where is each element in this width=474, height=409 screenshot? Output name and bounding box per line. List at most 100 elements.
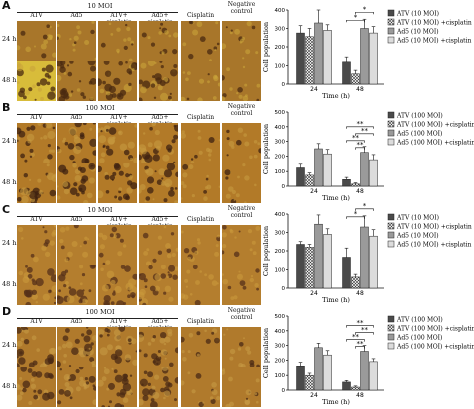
cell-blob [168, 265, 176, 272]
cell-blob [202, 401, 205, 404]
cell-blob [167, 148, 172, 153]
cell-blob [146, 176, 155, 184]
cell-blob [256, 83, 261, 88]
cell-blob [211, 389, 218, 396]
cell-field [222, 367, 261, 407]
cell-blob [75, 192, 80, 197]
cell-blob [205, 147, 211, 152]
cell-blob [111, 367, 114, 370]
legend-swatch [387, 342, 395, 350]
cell-blob [44, 239, 50, 245]
cell-blob [73, 225, 79, 229]
cell-blob [149, 126, 153, 131]
cell-blob [194, 299, 201, 305]
cell-blob [105, 260, 111, 265]
cell-blob [124, 265, 131, 272]
cell-blob [156, 145, 161, 151]
cell-blob [143, 251, 148, 256]
cell-blob [139, 399, 144, 406]
cell-blob [84, 377, 88, 381]
cell-blob [216, 42, 220, 46]
cell-blob [29, 190, 38, 200]
cell-field [98, 123, 137, 163]
cell-blob [237, 347, 242, 351]
cell-blob [197, 136, 202, 140]
cell-blob [236, 139, 242, 146]
cell-blob [106, 333, 110, 337]
cell-blob [98, 232, 104, 238]
cell-blob [49, 374, 54, 379]
y-tick-label: 100 [275, 373, 286, 379]
cell-blob [233, 251, 240, 258]
cell-blob [114, 403, 123, 407]
cell-blob [160, 265, 166, 270]
cell-blob [43, 158, 50, 163]
cell-field [181, 367, 220, 407]
cell-blob [116, 27, 121, 32]
cell-blob [163, 390, 171, 397]
cell-blob [256, 98, 260, 101]
cell-blob [226, 137, 230, 141]
cell-field [17, 327, 56, 367]
bar [323, 354, 332, 391]
microscopy-image [57, 327, 96, 367]
cell-blob [57, 361, 61, 367]
cell-blob [79, 380, 86, 387]
cell-blob [143, 353, 148, 358]
microscopy-image [181, 21, 220, 61]
cell-blob [17, 394, 23, 401]
cell-field [181, 225, 220, 265]
cell-blob [197, 97, 203, 101]
bar [351, 386, 360, 391]
cell-blob [30, 383, 37, 389]
cell-blob [197, 241, 201, 245]
cell-blob [159, 61, 163, 63]
cell-field [57, 265, 96, 305]
cell-blob [17, 197, 22, 202]
cell-blob [92, 399, 96, 406]
cell-blob [128, 71, 133, 75]
cell-blob [40, 43, 47, 50]
cell-blob [64, 390, 71, 397]
cell-blob [192, 29, 199, 36]
column-header: Negative control [227, 103, 256, 117]
cell-blob [251, 240, 256, 245]
legend-swatch [387, 231, 395, 239]
cell-field [139, 225, 178, 265]
cell-blob [31, 293, 38, 300]
cell-blob [116, 300, 125, 305]
cell-blob [83, 199, 89, 203]
cell-blob [236, 92, 239, 95]
cell-blob [157, 350, 161, 353]
y-tick-label: 200 [275, 45, 286, 51]
cell-blob [90, 65, 96, 72]
cell-blob [66, 64, 70, 67]
cell-blob [52, 126, 56, 130]
moi-bracket [17, 114, 178, 115]
microscopy-image [181, 327, 220, 367]
cell-blob [154, 73, 162, 81]
bar [369, 32, 378, 85]
x-tick-label: 24 [310, 290, 318, 297]
cell-blob [101, 284, 109, 292]
cell-blob [174, 187, 178, 190]
cell-blob [174, 347, 178, 354]
cell-blob [43, 39, 49, 45]
cell-blob [144, 200, 147, 203]
bar [351, 183, 360, 187]
cell-blob [225, 403, 231, 407]
y-tick-label: 300 [275, 231, 286, 237]
cell-blob [33, 389, 37, 393]
significance-bracket [355, 346, 365, 349]
cell-blob [145, 168, 154, 176]
row-label: 24 h [2, 137, 17, 145]
cell-blob [139, 349, 142, 353]
cell-blob [223, 333, 226, 336]
cell-blob [203, 190, 207, 194]
cell-blob [65, 328, 70, 333]
cell-blob [218, 139, 220, 142]
cell-blob [216, 396, 220, 401]
cell-blob [91, 361, 96, 365]
cell-blob [141, 32, 147, 38]
cell-blob [25, 190, 31, 196]
